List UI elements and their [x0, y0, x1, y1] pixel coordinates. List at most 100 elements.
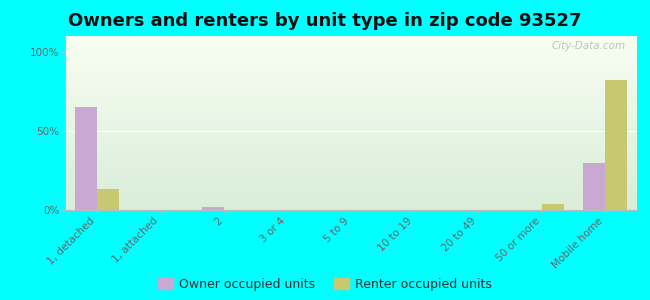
Bar — [65, 147, 637, 149]
Bar — [202, 207, 224, 210]
Bar — [65, 116, 637, 118]
Bar — [65, 53, 637, 55]
Bar — [65, 128, 637, 130]
Bar — [65, 78, 637, 80]
Bar — [65, 109, 637, 111]
Bar — [65, 175, 637, 177]
Bar — [65, 153, 637, 154]
Bar — [65, 189, 637, 191]
Bar — [65, 119, 637, 121]
Bar — [65, 173, 637, 175]
Bar — [65, 55, 637, 57]
Bar — [65, 74, 637, 76]
Bar — [65, 144, 637, 146]
Bar — [65, 161, 637, 163]
Bar — [65, 90, 637, 92]
Bar — [65, 41, 637, 43]
Bar — [65, 58, 637, 60]
Bar — [65, 208, 637, 210]
Bar — [65, 57, 637, 58]
Bar — [65, 196, 637, 198]
Text: Owners and renters by unit type in zip code 93527: Owners and renters by unit type in zip c… — [68, 12, 582, 30]
Bar — [65, 102, 637, 104]
Bar — [65, 99, 637, 100]
Bar — [65, 137, 637, 139]
Bar — [65, 200, 637, 201]
Bar — [65, 106, 637, 107]
Bar — [65, 151, 637, 153]
Bar — [65, 100, 637, 102]
Legend: Owner occupied units, Renter occupied units: Owner occupied units, Renter occupied un… — [158, 278, 492, 291]
Bar — [65, 50, 637, 52]
Bar — [65, 149, 637, 151]
Bar — [65, 86, 637, 88]
Bar — [65, 201, 637, 203]
Bar — [65, 114, 637, 116]
Bar — [65, 140, 637, 142]
Bar — [65, 130, 637, 132]
Bar — [65, 92, 637, 93]
Bar — [65, 121, 637, 123]
Bar — [65, 52, 637, 53]
Bar — [65, 146, 637, 147]
Bar — [65, 64, 637, 66]
Bar — [583, 163, 605, 210]
Bar — [65, 80, 637, 81]
Bar — [65, 154, 637, 156]
Bar — [65, 60, 637, 62]
Bar — [65, 134, 637, 135]
Bar — [65, 203, 637, 205]
Bar — [65, 177, 637, 179]
Bar — [65, 205, 637, 206]
Bar — [65, 45, 637, 46]
Bar — [65, 76, 637, 78]
Bar — [65, 71, 637, 73]
Bar — [65, 180, 637, 182]
Bar — [65, 156, 637, 158]
Bar — [65, 83, 637, 85]
Bar — [65, 170, 637, 172]
Bar — [65, 95, 637, 97]
Bar — [65, 160, 637, 161]
Bar — [65, 38, 637, 40]
Bar — [65, 66, 637, 67]
Bar — [65, 112, 637, 114]
Bar — [65, 132, 637, 134]
Bar — [65, 184, 637, 186]
Bar — [65, 167, 637, 168]
Bar — [65, 125, 637, 127]
Bar — [65, 198, 637, 200]
Bar — [75, 107, 97, 210]
Bar — [65, 43, 637, 45]
Bar — [65, 48, 637, 50]
Bar — [65, 67, 637, 69]
Bar — [65, 179, 637, 180]
Bar — [65, 206, 637, 208]
Bar — [65, 193, 637, 194]
Bar — [65, 188, 637, 189]
Bar — [65, 182, 637, 184]
Bar — [65, 142, 637, 144]
Bar — [65, 127, 637, 128]
Bar — [65, 111, 637, 112]
Bar — [65, 107, 637, 109]
Bar — [65, 194, 637, 196]
Bar — [65, 73, 637, 74]
Bar — [65, 93, 637, 95]
Text: City-Data.com: City-Data.com — [551, 41, 625, 51]
Bar — [65, 168, 637, 170]
Bar — [65, 118, 637, 119]
Bar — [97, 189, 119, 210]
Bar — [65, 158, 637, 160]
Bar — [65, 139, 637, 140]
Bar — [65, 97, 637, 99]
Bar — [65, 104, 637, 106]
Bar — [65, 40, 637, 41]
Bar — [65, 36, 637, 38]
Bar — [605, 80, 627, 210]
Bar — [65, 123, 637, 125]
Bar — [65, 69, 637, 71]
Bar — [65, 62, 637, 64]
Bar — [65, 81, 637, 83]
Bar — [65, 191, 637, 193]
